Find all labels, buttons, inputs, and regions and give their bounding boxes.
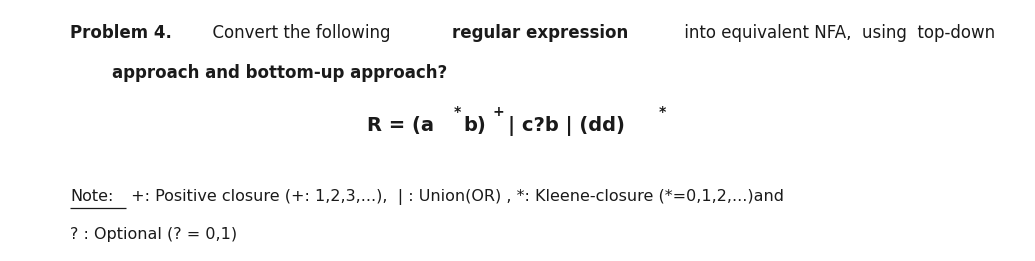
Text: | c?b | (dd): | c?b | (dd) bbox=[507, 116, 624, 135]
Text: Convert the following: Convert the following bbox=[202, 24, 395, 42]
Text: R = (a: R = (a bbox=[367, 116, 434, 134]
Text: regular expression: regular expression bbox=[452, 24, 628, 42]
Text: +: + bbox=[493, 105, 504, 119]
Text: Note:: Note: bbox=[70, 189, 114, 204]
Text: *: * bbox=[453, 105, 461, 119]
Text: ? : Optional (? = 0,1): ? : Optional (? = 0,1) bbox=[70, 227, 237, 242]
Text: Problem 4.: Problem 4. bbox=[70, 24, 172, 42]
Text: into equivalent NFA,  using  top-down: into equivalent NFA, using top-down bbox=[679, 24, 996, 42]
Text: +: Positive closure (+: 1,2,3,...),  | : Union(OR) , *: Kleene-closure (*=0,1,2,: +: Positive closure (+: 1,2,3,...), | : … bbox=[126, 189, 785, 205]
Text: approach and bottom-up approach?: approach and bottom-up approach? bbox=[112, 64, 447, 82]
Text: b): b) bbox=[463, 116, 485, 134]
Text: *: * bbox=[658, 105, 666, 119]
